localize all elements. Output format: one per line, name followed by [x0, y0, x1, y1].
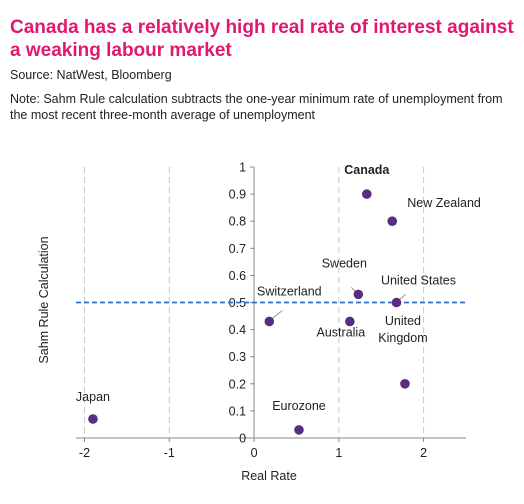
data-point — [294, 425, 304, 435]
note-text: Note: Sahm Rule calculation subtracts th… — [10, 92, 503, 122]
x-tick-label: 2 — [420, 446, 427, 460]
point-labels: Canada New Zealand Sweden United States Swit… — [76, 163, 481, 413]
source-text: Source: NatWest, Bloomberg — [10, 68, 172, 82]
y-tick-label: 0.6 — [229, 269, 246, 283]
leader-line — [271, 310, 283, 319]
y-tick-label: 0.3 — [229, 350, 246, 364]
y-axis-title: Sahm Rule Calculation — [37, 236, 51, 363]
y-tick-label: 0 — [239, 432, 246, 446]
data-point — [264, 316, 275, 327]
data-point — [362, 189, 372, 199]
data-point — [345, 316, 355, 327]
data-points — [88, 189, 410, 435]
y-tick-label: 0.4 — [229, 323, 246, 337]
x-axis-title: Real Rate — [241, 469, 297, 483]
y-tick-label: 0.8 — [229, 215, 246, 229]
y-tick-label: 1 — [239, 161, 246, 175]
x-tick-label: 0 — [251, 446, 258, 460]
x-tick-label: 1 — [335, 446, 342, 460]
y-tick-label: 0.1 — [229, 404, 246, 418]
point-label: Australia — [317, 325, 366, 339]
point-label: New Zealand — [407, 196, 481, 210]
point-label: Switzerland — [257, 284, 322, 298]
point-label: United Kingdom — [378, 314, 427, 345]
data-point — [400, 379, 410, 389]
data-point — [391, 297, 402, 308]
point-label: Eurozone — [272, 399, 326, 413]
y-tick-label: 0.9 — [229, 188, 246, 202]
point-label: Japan — [76, 390, 110, 404]
y-tick-label: 0.7 — [229, 242, 246, 256]
point-label: United States — [381, 274, 456, 288]
data-point — [387, 216, 398, 226]
data-point — [88, 414, 98, 424]
x-tick-label: -2 — [79, 446, 90, 460]
chart-title: Canada has a relatively high real rate o… — [10, 17, 514, 61]
y-tick-label: 0.2 — [229, 377, 246, 391]
data-point — [353, 289, 364, 300]
point-label: Canada — [344, 163, 390, 177]
x-tick-label: -1 — [164, 446, 175, 460]
point-label: Sweden — [322, 256, 367, 270]
